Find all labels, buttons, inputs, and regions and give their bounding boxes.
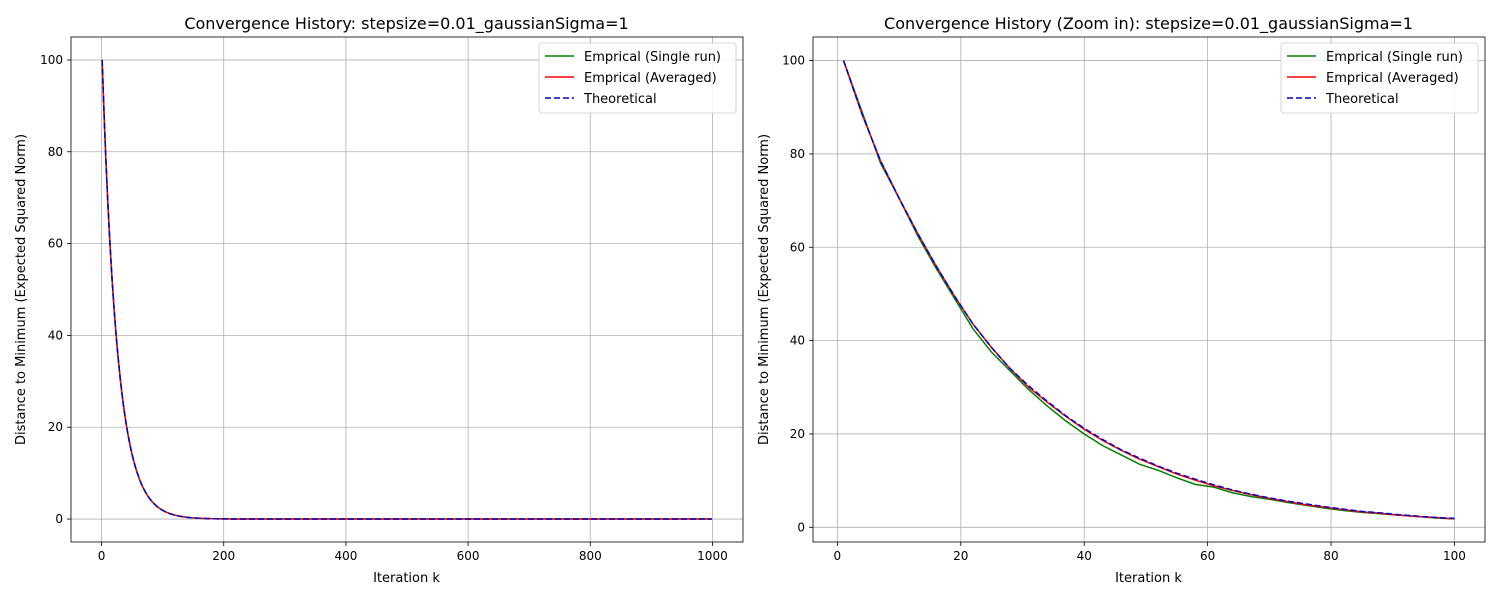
legend: Emprical (Single run) Emprical (Averaged)… xyxy=(1280,42,1479,114)
y-tick-label: 20 xyxy=(48,420,63,434)
legend-entry-label: Theoretical xyxy=(1325,92,1399,107)
chart-convergence-full: Convergence History: stepsize=0.01_gauss… xyxy=(14,14,744,586)
legend-entry-label: Emprical (Single run) xyxy=(584,50,721,65)
series-line-theoretical xyxy=(842,60,1455,520)
y-tick-label: 60 xyxy=(48,237,63,251)
plot-lines xyxy=(842,60,1455,520)
legend: Emprical (Single run) Emprical (Averaged)… xyxy=(538,42,737,114)
chart-title: Convergence History (Zoom in): stepsize=… xyxy=(884,14,1413,34)
x-tick-label: 100 xyxy=(1443,549,1466,563)
x-tick-label: 0 xyxy=(834,549,842,563)
legend-entry-label: Emprical (Single run) xyxy=(1326,50,1463,65)
x-axis-label: Iteration k xyxy=(373,571,440,586)
x-tick-label: 200 xyxy=(212,549,235,563)
x-tick-label: 80 xyxy=(1323,549,1338,563)
legend-box xyxy=(538,42,737,114)
plot-frame xyxy=(812,36,1486,543)
x-tick-label: 600 xyxy=(457,549,480,563)
y-tick-label: 100 xyxy=(40,53,63,67)
chart-convergence-zoom: Convergence History (Zoom in): stepsize=… xyxy=(757,14,1486,586)
x-tick-label: 1000 xyxy=(697,549,728,563)
y-tick-label: 0 xyxy=(55,512,63,526)
x-tick-label: 60 xyxy=(1200,549,1215,563)
y-axis-label: Distance to Minimum (Expected Squared No… xyxy=(757,134,772,445)
legend-box xyxy=(1280,42,1479,114)
y-axis-label: Distance to Minimum (Expected Squared No… xyxy=(14,134,29,445)
chart-title: Convergence History: stepsize=0.01_gauss… xyxy=(184,14,628,34)
legend-entry-label: Theoretical xyxy=(583,92,657,107)
x-tick-label: 0 xyxy=(98,549,106,563)
x-tick-label: 40 xyxy=(1077,549,1092,563)
x-tick-label: 800 xyxy=(579,549,602,563)
x-axis-label: Iteration k xyxy=(1115,571,1182,586)
y-tick-label: 40 xyxy=(790,334,805,348)
x-tick-label: 400 xyxy=(334,549,357,563)
y-tick-label: 100 xyxy=(782,54,805,68)
plot-lines xyxy=(101,59,712,520)
plot-frame xyxy=(70,36,744,543)
y-tick-label: 20 xyxy=(790,427,805,441)
legend-entry-label: Emprical (Averaged) xyxy=(584,71,717,86)
y-tick-label: 80 xyxy=(790,147,805,161)
y-tick-label: 0 xyxy=(797,520,805,534)
legend-entry-label: Emprical (Averaged) xyxy=(1326,71,1459,86)
x-tick-label: 20 xyxy=(953,549,968,563)
y-tick-label: 80 xyxy=(48,145,63,159)
y-tick-label: 60 xyxy=(790,240,805,254)
y-tick-label: 40 xyxy=(48,328,63,342)
series-line-theoretical xyxy=(101,59,712,520)
